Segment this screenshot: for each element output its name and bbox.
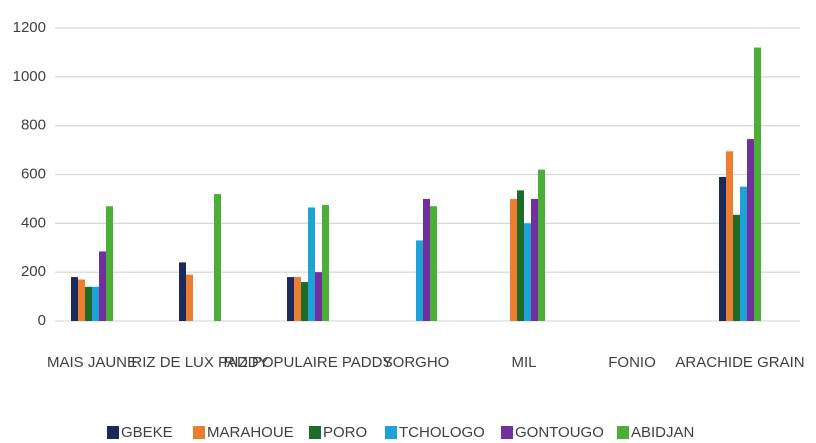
bar	[214, 194, 221, 321]
legend-swatch	[385, 426, 397, 439]
legend-swatch	[107, 426, 119, 439]
bar	[92, 286, 99, 321]
bar	[510, 198, 517, 321]
bar	[78, 279, 85, 321]
x-tick-label: RIZ POPULAIRE PADDY	[224, 354, 393, 371]
bar	[531, 198, 538, 321]
legend-swatch	[309, 426, 321, 439]
bar	[524, 223, 531, 321]
bar	[517, 190, 524, 321]
y-tick-label: 200	[21, 263, 46, 280]
bar	[99, 251, 106, 321]
y-tick-label: 0	[38, 312, 46, 329]
bar	[726, 151, 733, 321]
bar	[85, 286, 92, 321]
x-tick-label: MAIS JAUNE	[47, 354, 137, 371]
y-tick-label: 600	[21, 165, 46, 182]
legend-label: ABIDJAN	[631, 424, 694, 441]
bar	[322, 205, 329, 321]
y-tick-label: 1000	[13, 68, 46, 85]
legend-swatch	[617, 426, 629, 439]
bar	[538, 169, 545, 321]
x-tick-label: ARACHIDE GRAIN	[675, 354, 804, 371]
bar	[308, 207, 315, 321]
bar	[754, 47, 761, 322]
bar	[719, 176, 726, 321]
legend-label: GBEKE	[121, 424, 173, 441]
legend-label: GONTOUGO	[515, 424, 604, 441]
legend-swatch	[193, 426, 205, 439]
bar	[416, 240, 423, 321]
bar	[733, 214, 740, 321]
x-tick-label: MIL	[511, 354, 536, 371]
bar	[740, 186, 747, 321]
x-tick-label: SORGHO	[383, 354, 450, 371]
bar	[747, 139, 754, 321]
bar	[423, 198, 430, 321]
bar	[71, 277, 78, 321]
bar	[179, 262, 186, 321]
x-tick-label: FONIO	[608, 354, 656, 371]
bar	[106, 206, 113, 321]
legend-label: MARAHOUE	[207, 424, 294, 441]
x-tick-label: RIZ DE LUX PADDY	[131, 354, 268, 371]
legend-label: PORO	[323, 424, 367, 441]
y-tick-label: 800	[21, 117, 46, 134]
legend-label: TCHOLOGO	[399, 424, 485, 441]
bar	[186, 274, 193, 321]
y-tick-label: 1200	[13, 19, 46, 36]
y-tick-label: 400	[21, 214, 46, 231]
bar	[430, 206, 437, 321]
bar	[287, 277, 294, 321]
legend-swatch	[501, 426, 513, 439]
bar	[315, 272, 322, 321]
bar	[301, 281, 308, 321]
bar	[294, 277, 301, 321]
